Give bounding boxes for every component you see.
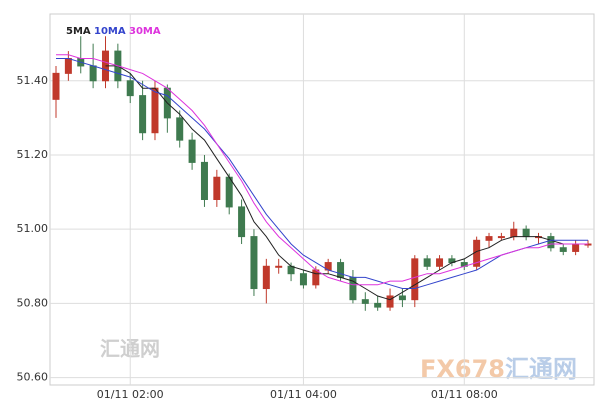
y-tick-label: 51.00: [17, 222, 49, 235]
candle-body: [398, 295, 406, 301]
candle-body: [547, 236, 555, 249]
candle-body: [361, 299, 369, 304]
candle-body: [139, 95, 147, 134]
candle-body: [250, 236, 258, 290]
legend-label: 30MA: [129, 26, 161, 37]
candle-body: [436, 258, 444, 267]
candle-body: [238, 206, 246, 238]
candle-body: [213, 176, 221, 201]
y-tick-label: 50.60: [17, 371, 49, 384]
candle-body: [200, 161, 208, 200]
candle-body: [262, 265, 270, 290]
candle-body: [522, 228, 530, 238]
legend-label: 10MA: [94, 26, 126, 37]
candle-body: [312, 269, 320, 286]
candle-body: [176, 117, 184, 141]
candle-body: [64, 58, 72, 74]
candle-body: [126, 80, 134, 97]
candle-body: [275, 265, 283, 268]
candle-body: [497, 236, 505, 239]
x-tick-label: 01/11 04:00: [270, 388, 337, 401]
candle-body: [337, 262, 345, 278]
ma-line: [105, 65, 588, 301]
candle-body: [299, 273, 307, 286]
y-tick-label: 51.20: [17, 148, 49, 161]
plot-frame: [49, 13, 595, 386]
candle-body: [559, 247, 567, 252]
candle-body: [423, 258, 431, 267]
candle-body: [52, 72, 60, 100]
y-tick-label: 50.80: [17, 296, 49, 309]
candle-body: [374, 302, 382, 308]
candle-body: [386, 295, 394, 308]
candle-body: [485, 236, 493, 241]
ma-line: [56, 58, 588, 289]
candle-body: [151, 87, 159, 134]
candle-body: [225, 176, 233, 208]
x-tick-label: 01/11 02:00: [97, 388, 164, 401]
watermark: 汇通网: [505, 355, 577, 383]
watermark: FX678: [420, 355, 505, 383]
candle-body: [572, 243, 580, 252]
ma-line: [56, 54, 588, 286]
y-tick-label: 51.40: [17, 74, 49, 87]
x-tick-label: 01/11 08:00: [431, 388, 498, 401]
candle-body: [188, 139, 196, 163]
candle-body: [411, 258, 419, 301]
candle-body: [510, 228, 518, 238]
candle-body: [89, 65, 97, 82]
legend-label: 5MA: [66, 26, 91, 37]
